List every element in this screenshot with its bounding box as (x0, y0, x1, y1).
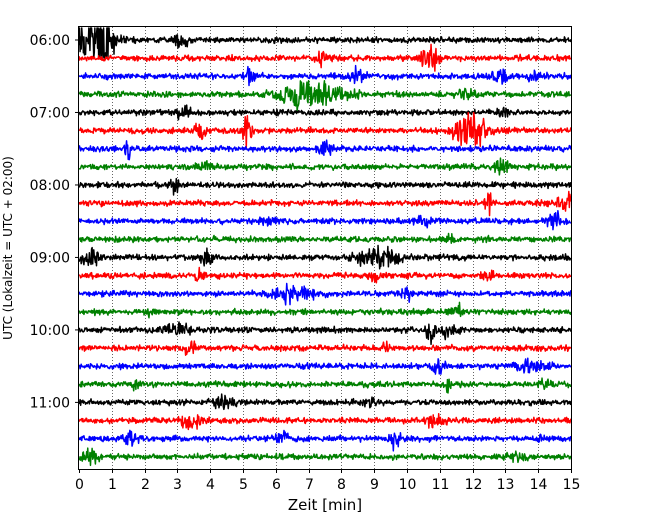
x-tick-label: 11 (432, 477, 450, 493)
y-tick-label: 07:00 (30, 105, 70, 121)
trace-0845 (78, 232, 572, 244)
trace-0715 (78, 111, 572, 149)
x-axis: 0 1 2 3 4 5 6 7 8 9 10 11 12 13 14 15 (75, 469, 580, 493)
x-tick-label: 15 (563, 477, 581, 493)
y-tick-label: 10:00 (30, 323, 70, 339)
trace-group (78, 27, 572, 467)
trace-0730 (78, 139, 572, 161)
trace-1030 (78, 357, 572, 375)
trace-1145 (78, 447, 572, 467)
trace-0815 (78, 190, 572, 217)
trace-0945 (78, 301, 572, 319)
trace-1115 (78, 412, 572, 431)
x-tick-label: 0 (75, 477, 84, 493)
x-tick-label: 6 (272, 477, 281, 493)
y-tick-label: 09:00 (30, 250, 70, 266)
trace-0915 (78, 266, 572, 284)
x-tick-label: 4 (206, 477, 215, 493)
y-axis-label: UTC (Lokalzeit = UTC + 02:00) (1, 156, 15, 340)
trace-1100 (78, 393, 572, 411)
trace-0930 (78, 282, 572, 306)
trace-0830 (78, 210, 572, 231)
trace-0630 (78, 64, 572, 87)
x-tick-label: 2 (141, 477, 150, 493)
x-tick-label: 3 (173, 477, 182, 493)
x-axis-label: Zeit [min] (288, 496, 362, 514)
trace-1045 (78, 377, 572, 394)
x-tick-label: 1 (108, 477, 117, 493)
y-tick-label: 06:00 (30, 33, 70, 49)
trace-1130 (78, 429, 572, 452)
y-axis: 06:00 07:00 08:00 09:00 10:00 11:00 (30, 33, 79, 411)
trace-0900 (78, 244, 572, 270)
trace-0700 (78, 104, 572, 121)
x-tick-label: 9 (370, 477, 379, 493)
trace-0745 (78, 157, 572, 176)
trace-1015 (78, 340, 572, 356)
x-tick-label: 13 (497, 477, 515, 493)
x-tick-label: 10 (399, 477, 417, 493)
y-tick-label: 11:00 (30, 395, 70, 411)
x-tick-label: 12 (465, 477, 483, 493)
trace-0600 (78, 27, 572, 59)
plot-frame (78, 26, 572, 470)
trace-0645 (78, 79, 572, 112)
x-tick-label: 5 (239, 477, 248, 493)
x-tick-label: 8 (337, 477, 346, 493)
x-tick-label: 14 (530, 477, 548, 493)
trace-1000 (78, 321, 572, 346)
y-tick-label: 08:00 (30, 178, 70, 194)
trace-0800 (78, 177, 572, 196)
trace-0615 (78, 43, 572, 72)
x-tick-label: 7 (305, 477, 314, 493)
